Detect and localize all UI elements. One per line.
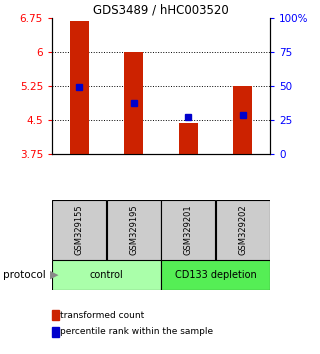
Bar: [179, 123, 198, 154]
Bar: [70, 21, 89, 154]
Text: GSM329195: GSM329195: [129, 205, 138, 255]
Text: control: control: [90, 270, 124, 280]
Text: protocol: protocol: [3, 270, 46, 280]
Title: GDS3489 / hHC003520: GDS3489 / hHC003520: [93, 4, 229, 17]
Bar: [161, 260, 270, 290]
Text: transformed count: transformed count: [60, 310, 144, 320]
Bar: [107, 200, 161, 260]
Text: ▶: ▶: [50, 270, 58, 280]
Bar: [124, 52, 143, 154]
Text: GSM329201: GSM329201: [184, 205, 193, 255]
Text: GSM329155: GSM329155: [75, 205, 84, 255]
Text: GSM329202: GSM329202: [238, 205, 247, 255]
Bar: [216, 200, 270, 260]
Bar: [161, 200, 215, 260]
Bar: [233, 86, 252, 154]
Bar: [52, 200, 106, 260]
Bar: [52, 260, 161, 290]
Text: percentile rank within the sample: percentile rank within the sample: [60, 327, 213, 337]
Text: CD133 depletion: CD133 depletion: [175, 270, 256, 280]
